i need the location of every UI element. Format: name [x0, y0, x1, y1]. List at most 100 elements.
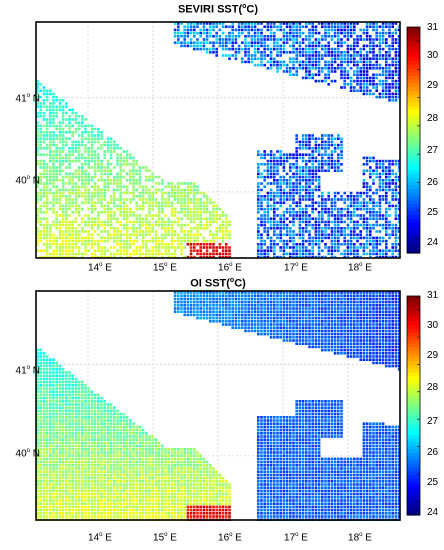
sst-cell — [199, 313, 202, 317]
sst-cell — [375, 67, 378, 70]
sst-cell — [218, 236, 222, 240]
sst-cell — [154, 223, 158, 227]
sst-cell — [52, 236, 55, 240]
sst-cell — [349, 220, 353, 224]
sst-cell — [308, 249, 311, 252]
sst-cell — [388, 67, 391, 70]
sst-cell — [359, 60, 362, 64]
sst-cell — [42, 371, 46, 374]
sst-cell — [52, 108, 55, 112]
sst-cell — [372, 243, 375, 246]
sst-cell — [81, 166, 84, 169]
sst-cell — [359, 355, 362, 358]
sst-cell — [298, 28, 302, 32]
sst-cell — [225, 47, 228, 51]
sst-cell — [378, 51, 382, 54]
sst-cell — [397, 329, 401, 333]
sst-cell — [42, 185, 46, 188]
sst-cell — [84, 147, 87, 150]
sst-cell — [186, 28, 190, 32]
sst-cell — [106, 233, 110, 236]
sst-cell — [369, 172, 372, 176]
sst-cell — [346, 22, 350, 25]
sst-cell — [356, 342, 359, 345]
sst-cell — [209, 243, 212, 246]
sst-cell — [349, 316, 353, 320]
sst-cell — [263, 35, 266, 38]
sst-cell — [36, 387, 39, 390]
sst-cell — [273, 291, 276, 294]
colorbar-segment — [407, 162, 420, 167]
sst-cell — [333, 137, 337, 140]
sst-cell — [317, 243, 321, 246]
sst-cell — [113, 227, 116, 230]
sst-cell — [253, 323, 257, 326]
sst-cell — [266, 329, 270, 333]
sst-cell — [58, 156, 62, 160]
sst-cell — [349, 323, 353, 326]
sst-cell — [305, 159, 308, 163]
sst-cell — [295, 51, 298, 54]
sst-cell — [145, 191, 148, 195]
sst-cell — [362, 92, 366, 96]
sst-cell — [276, 291, 279, 294]
sst-cell — [295, 175, 298, 179]
sst-cell — [343, 54, 346, 57]
sst-cell — [359, 28, 362, 32]
sst-cell — [173, 31, 177, 35]
sst-cell — [209, 252, 212, 256]
sst-cell — [196, 188, 199, 192]
sst-cell — [65, 217, 68, 220]
sst-cell — [330, 137, 334, 140]
sst-cell — [151, 214, 154, 217]
sst-cell — [327, 191, 330, 195]
sst-cell — [356, 73, 359, 76]
sst-cell — [269, 297, 273, 301]
sst-cell — [36, 230, 39, 233]
sst-cell — [263, 57, 266, 60]
sst-cell — [385, 342, 388, 345]
sst-cell — [378, 83, 382, 86]
title-sup: o — [242, 3, 247, 10]
sst-cell — [372, 44, 375, 48]
sst-cell — [234, 28, 238, 32]
sst-cell — [55, 166, 58, 169]
sst-cell — [199, 220, 202, 224]
sst-cell — [359, 51, 362, 54]
sst-cell — [391, 22, 394, 25]
sst-cell — [385, 73, 388, 76]
sst-cell — [122, 169, 126, 172]
sst-cell — [369, 304, 372, 307]
sst-cell — [321, 47, 324, 51]
sst-cell — [305, 297, 308, 301]
sst-cell — [36, 377, 39, 381]
sst-cell — [372, 300, 375, 304]
sst-cell — [289, 211, 292, 214]
sst-cell — [145, 255, 148, 259]
sst-cell — [269, 191, 273, 195]
sst-cell — [285, 70, 289, 73]
sst-cell — [349, 198, 353, 201]
sst-cell — [260, 329, 263, 333]
sst-cell — [378, 41, 382, 44]
sst-cell — [205, 291, 209, 294]
sst-cell — [42, 368, 46, 371]
sst-cell — [362, 28, 366, 32]
sst-cell — [269, 236, 273, 240]
sst-cell — [356, 195, 359, 198]
sst-cell — [186, 22, 190, 25]
sst-cell — [209, 313, 212, 317]
sst-cell — [129, 163, 132, 166]
sst-cell — [138, 252, 142, 256]
sst-cell — [273, 336, 276, 339]
sst-cell — [369, 201, 372, 204]
sst-cell — [199, 207, 202, 211]
sst-cell — [55, 185, 58, 188]
sst-cell — [196, 252, 199, 256]
sst-cell — [196, 25, 199, 28]
sst-cell — [269, 188, 273, 192]
sst-cell — [285, 51, 289, 54]
sst-cell — [337, 67, 340, 70]
sst-cell — [292, 214, 295, 217]
sst-cell — [36, 147, 39, 150]
